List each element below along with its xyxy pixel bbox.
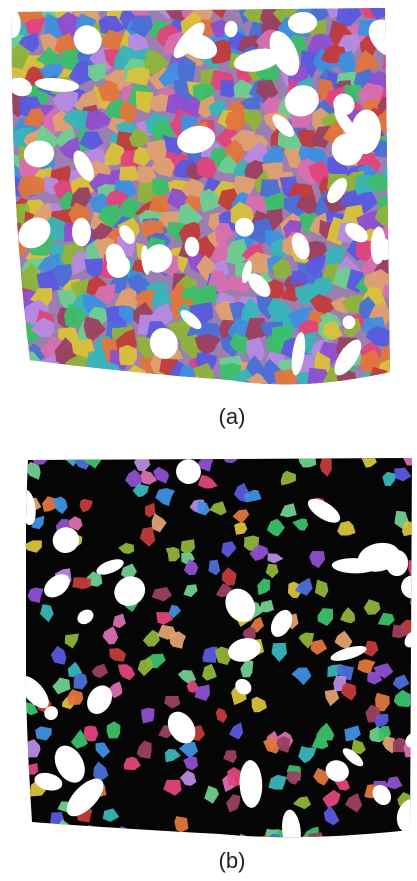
grain (294, 386, 317, 410)
grain (1, 323, 26, 351)
grain (127, 393, 150, 418)
grain (122, 385, 147, 411)
panel-label: (b) (219, 848, 246, 873)
grain (2, 254, 19, 278)
grain (362, 372, 387, 398)
grain (295, 835, 309, 849)
grain (68, 379, 89, 398)
grain (86, 349, 107, 377)
grain (83, 377, 106, 394)
grain (247, 383, 271, 409)
grain (381, 388, 400, 407)
grain (163, 384, 187, 403)
grain (117, 826, 131, 844)
grain (353, 845, 367, 861)
grain (23, 375, 44, 392)
pore (352, 375, 381, 405)
grain (328, 382, 351, 407)
grain (141, 835, 156, 854)
grain (383, 24, 401, 42)
grain (99, 379, 122, 403)
grain (276, 387, 299, 413)
grain (345, 378, 370, 402)
grain (5, 338, 27, 361)
grain (105, 841, 123, 854)
grain (55, 370, 80, 389)
grain (411, 807, 417, 826)
grain (352, 386, 380, 408)
grain (20, 834, 41, 849)
grain (72, 577, 91, 589)
figure: (a) (b) (0, 0, 417, 881)
grain (42, 368, 64, 392)
grain (50, 385, 72, 411)
grain (196, 836, 213, 853)
panel-b-image (14, 447, 417, 861)
grain (4, 367, 26, 397)
grain (402, 522, 417, 537)
grain (383, 48, 405, 70)
grain (197, 385, 219, 404)
grain (374, 834, 393, 852)
grain (146, 384, 167, 408)
grain (232, 381, 256, 404)
grain (121, 373, 140, 396)
grain (36, 385, 56, 411)
grain (70, 829, 82, 845)
grain (83, 834, 97, 851)
grain (31, 388, 52, 416)
panel-label: (a) (219, 404, 246, 429)
grain (1, 383, 27, 407)
grain (145, 372, 166, 395)
grain (308, 832, 324, 848)
grain (23, 763, 38, 775)
grain (185, 375, 210, 399)
grain (259, 391, 282, 411)
grain (175, 845, 191, 860)
grain (66, 374, 88, 397)
grain (87, 382, 108, 402)
grain (303, 383, 327, 408)
grain (0, 297, 21, 322)
panel-a-image (0, 0, 415, 417)
page: (a) (b) (() => { const data = JSON.parse… (0, 0, 417, 881)
